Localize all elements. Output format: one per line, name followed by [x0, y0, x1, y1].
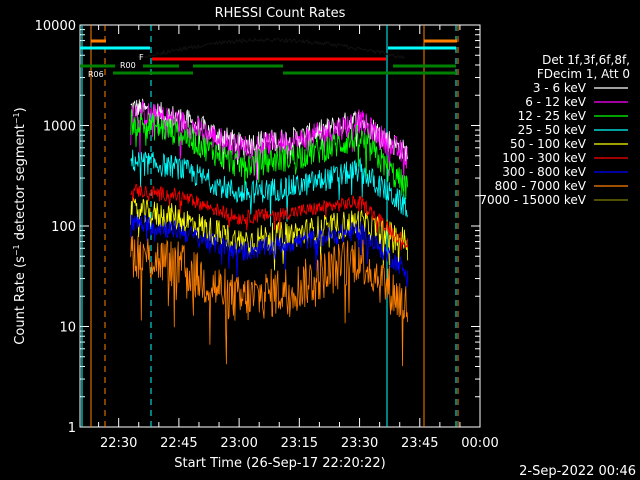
chart-title: RHESSI Count Rates — [215, 6, 346, 21]
legend-label: 800 - 7000 keV — [495, 179, 587, 193]
attenuator-bars — [80, 57, 456, 75]
legend-label: 300 - 800 keV — [502, 165, 586, 179]
y-tick-label: 10000 — [35, 19, 76, 34]
x-tick-label: 23:15 — [281, 436, 318, 451]
x-tick-label: 23:00 — [220, 436, 257, 451]
legend-header-1: Det 1f,3f,6f,8f, — [542, 53, 630, 67]
y-tick-label: 100 — [51, 220, 76, 235]
legend-header-2: FDecim 1, Att 0 — [537, 67, 630, 81]
x-tick-label: 22:45 — [160, 436, 197, 451]
x-tick-label: 23:45 — [401, 436, 438, 451]
y-tick-label: 10 — [59, 321, 76, 336]
series-line — [130, 149, 409, 227]
legend-label: 50 - 100 keV — [510, 137, 587, 151]
series-line — [130, 183, 409, 250]
series-line — [130, 213, 409, 288]
y-tick-label: 1000 — [43, 120, 76, 135]
time-markers — [80, 25, 459, 427]
x-tick-label: 23:30 — [341, 436, 378, 451]
legend-label: 3 - 6 keV — [533, 81, 587, 95]
series-line — [130, 109, 409, 200]
legend-label: 6 - 12 keV — [525, 95, 587, 109]
series-group — [130, 36, 409, 367]
flag-label-f: F — [139, 53, 144, 62]
y-axis: 1 10 100 1000 10000 — [35, 19, 480, 436]
x-tick-label: 22:30 — [100, 436, 137, 451]
flag-label-r00: R00 — [120, 61, 136, 70]
series-line — [130, 235, 409, 367]
x-axis: 22:30 22:45 23:00 23:15 23:30 23:45 00:00 — [98, 25, 499, 451]
monitor-trace — [136, 36, 406, 60]
legend: Det 1f,3f,6f,8f, FDecim 1, Att 0 3 - 6 k… — [479, 53, 630, 207]
legend-label: 7000 - 15000 keV — [479, 193, 586, 207]
x-tick-label: 00:00 — [461, 436, 498, 451]
legend-label: 100 - 300 keV — [502, 151, 586, 165]
legend-label: 25 - 50 keV — [518, 123, 587, 137]
y-axis-label: Count Rate (s−1 detector segment−1) — [12, 107, 28, 344]
flag-label-r06: R06 — [88, 70, 104, 79]
legend-label: 12 - 25 keV — [518, 109, 587, 123]
x-axis-label: Start Time (26-Sep-17 22:20:22) — [174, 456, 385, 471]
timestamp: 2-Sep-2022 00:46 — [519, 464, 636, 479]
y-tick-label: 1 — [68, 421, 76, 436]
